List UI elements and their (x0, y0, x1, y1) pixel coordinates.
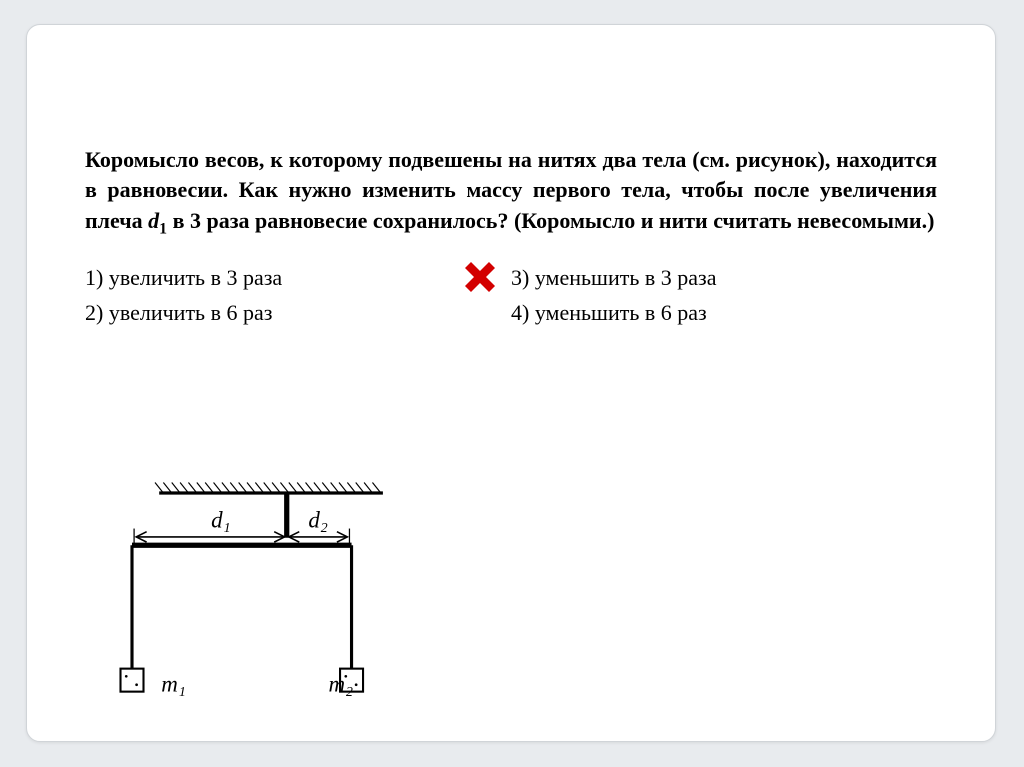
wrong-marker-icon (465, 262, 495, 292)
options-left-col: 1) увеличить в 3 раза 2) увеличить в 6 р… (85, 260, 511, 330)
option-3-num: 3) (511, 265, 529, 290)
option-3-text: уменьшить в 3 раза (535, 265, 717, 290)
option-2-num: 2) (85, 300, 103, 325)
answer-options: 1) увеличить в 3 раза 2) увеличить в 6 р… (85, 260, 937, 330)
svg-text:m₁: m₁ (161, 672, 186, 697)
svg-text:d₁: d₁ (211, 508, 231, 533)
problem-text: Коромысло весов, к которому подвешены на… (85, 145, 937, 240)
content-area: Коромысло весов, к которому подвешены на… (85, 145, 937, 330)
svg-text:m₂: m₂ (329, 672, 354, 697)
option-2-text: увеличить в 6 раз (109, 300, 273, 325)
option-4-text: уменьшить в 6 раз (535, 300, 707, 325)
option-1: 1) увеличить в 3 раза (85, 260, 511, 295)
var-d1-sub: 1 (159, 220, 167, 237)
problem-part-2: в 3 раза равновесие сохранилось? (Коромы… (167, 208, 934, 233)
option-1-text: увеличить в 3 раза (109, 265, 282, 290)
option-1-num: 1) (85, 265, 103, 290)
options-right-col: 3) уменьшить в 3 раза 4) уменьшить в 6 р… (511, 260, 937, 330)
option-2: 2) увеличить в 6 раз (85, 295, 511, 330)
presentation-card: Коромысло весов, к которому подвешены на… (26, 24, 996, 742)
option-4-num: 4) (511, 300, 529, 325)
var-d1-letter: d (148, 208, 159, 233)
option-3: 3) уменьшить в 3 раза (511, 260, 937, 295)
var-d1: d1 (148, 208, 167, 233)
option-4: 4) уменьшить в 6 раз (511, 295, 937, 330)
svg-text:d₂: d₂ (308, 508, 328, 533)
physics-diagram: d₁ d₂ m₁ m₂ (87, 470, 407, 700)
